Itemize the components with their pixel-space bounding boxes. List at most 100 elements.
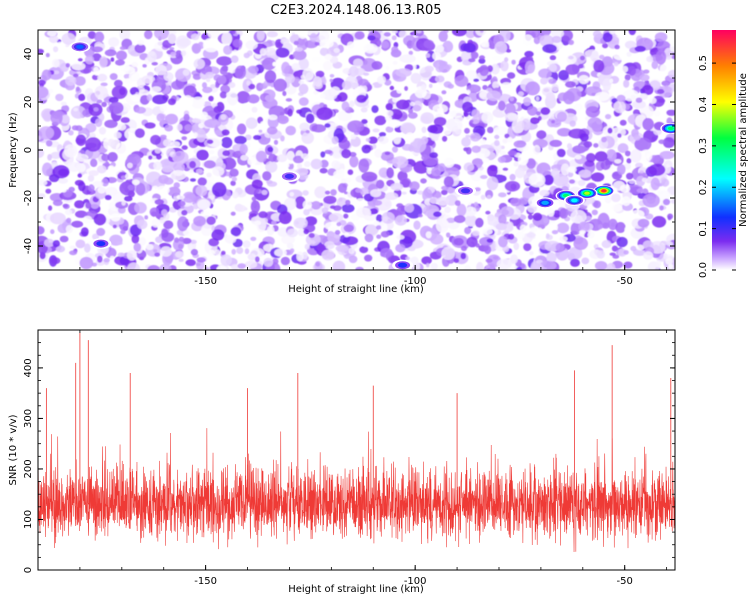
heatmap-cell: [323, 195, 337, 205]
heatmap-cell: [540, 77, 548, 85]
heatmap-cell: [49, 174, 60, 183]
heatmap-cell: [507, 136, 513, 143]
heatmap-cell: [228, 197, 238, 204]
heatmap-cell: [389, 85, 395, 91]
heatmap-cell: [635, 162, 643, 169]
heatmap-cell: [521, 118, 531, 131]
heatmap-cell: [87, 31, 96, 40]
heatmap-cell: [617, 133, 622, 138]
heatmap-cell: [212, 210, 219, 216]
heatmap-cell: [547, 222, 558, 233]
heatmap-cell: [281, 61, 290, 74]
heatmap-cell: [429, 124, 444, 134]
colorbar-tick-label: 0.1: [698, 221, 709, 237]
heatmap-cell: [181, 136, 187, 141]
heatmap-cell: [504, 181, 521, 192]
heatmap-cell: [413, 64, 417, 69]
heatmap-cell: [486, 216, 501, 226]
heatmap-cell: [517, 153, 529, 166]
heatmap-cell: [342, 80, 352, 91]
colorbar-tick-label: 0.5: [698, 55, 709, 71]
heatmap-cell: [319, 38, 334, 49]
heatmap-cell: [175, 50, 183, 59]
heatmap-cell: [250, 248, 265, 258]
heatmap-cell: [547, 207, 555, 217]
heatmap-cell: [187, 245, 193, 251]
heatmap-cell: [52, 199, 63, 206]
heatmap-cell: [220, 254, 232, 266]
heatmap-cell: [183, 113, 190, 122]
heatmap-cell: [221, 129, 230, 136]
heatmap-cell: [614, 44, 620, 50]
heatmap-cell: [556, 111, 568, 123]
heatmap-cell: [207, 30, 220, 39]
heatmap-cell: [626, 158, 632, 164]
heatmap-cell: [296, 109, 303, 114]
y-tick-label: 100: [23, 510, 34, 529]
heatmap-cell: [304, 161, 311, 168]
heatmap-panel: -150 -100 -50 -40 -20 0 20 40 Height of straig…: [8, 29, 676, 295]
heatmap-cell: [101, 101, 107, 108]
heatmap-cell: [559, 236, 568, 242]
snr-frame: [37, 329, 676, 571]
heatmap-cell: [84, 243, 91, 253]
heatmap-cell: [139, 237, 147, 246]
heatmap-cell: [642, 118, 654, 131]
heatmap-cell: [635, 244, 645, 251]
heatmap-cell: [368, 136, 378, 144]
heatmap-cell: [59, 235, 69, 243]
heatmap-cell: [543, 174, 554, 186]
heatmap-cell: [236, 247, 244, 254]
heatmap-cell: [240, 154, 249, 161]
heatmap-cell: [206, 139, 214, 145]
heatmap-cell: [568, 39, 574, 46]
heatmap-cell: [38, 179, 48, 186]
heatmap-cell: [611, 245, 619, 252]
heatmap-cell: [190, 248, 198, 256]
heatmap-cell: [395, 244, 406, 253]
heatmap-cell: [268, 153, 277, 162]
heatmap-cell: [443, 176, 454, 188]
heatmap-cell: [585, 153, 596, 163]
heatmap-cell: [175, 251, 184, 258]
heatmap-cell: [322, 61, 333, 71]
heatmap-cell: [365, 138, 371, 142]
heatmap-cell: [185, 259, 196, 267]
heatmap-cell: [396, 234, 405, 240]
heatmap-cell: [153, 161, 163, 171]
heatmap-cell: [251, 106, 258, 113]
heatmap-cell: [230, 226, 242, 237]
heatmap-cell: [648, 163, 666, 176]
heatmap-cell: [621, 196, 631, 207]
heatmap-cell: [240, 103, 251, 115]
heatmap-cell: [292, 155, 304, 164]
heatmap-cell: [58, 177, 69, 184]
heatmap-cell: [391, 35, 397, 41]
heatmap-cell: [324, 53, 333, 61]
heatmap-cell: [298, 83, 309, 95]
heatmap-cell: [52, 240, 60, 248]
heatmap-cell: [559, 208, 569, 219]
heatmap-cell: [348, 255, 358, 264]
heatmap-cell: [382, 216, 389, 222]
heatmap-cell: [533, 144, 541, 155]
heatmap-cell: [385, 65, 390, 71]
heatmap-cell: [271, 220, 277, 225]
heatmap-cell: [199, 248, 206, 254]
heatmap-cell: [163, 72, 174, 82]
heatmap-cell: [297, 30, 308, 39]
heatmap-cell: [50, 151, 62, 159]
heatmap-cell: [324, 221, 340, 231]
heatmap-cell: [507, 113, 518, 121]
heatmap-cell: [454, 129, 462, 135]
heatmap-cell: [337, 110, 353, 122]
heatmap-hotspot: [398, 262, 408, 268]
heatmap-cell: [527, 106, 538, 116]
heatmap-cell: [510, 254, 518, 264]
heatmap-cell: [601, 136, 607, 143]
heatmap-cell: [437, 163, 446, 172]
heatmap-cell: [110, 57, 115, 62]
heatmap-cell: [149, 207, 160, 217]
heatmap-cell: [447, 83, 455, 89]
heatmap-cell: [231, 264, 240, 270]
